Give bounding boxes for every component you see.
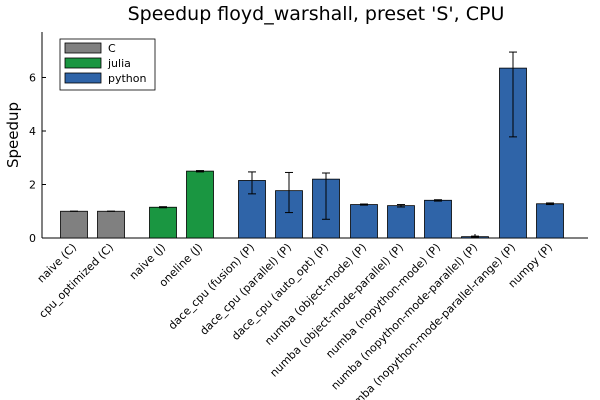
bar: [350, 204, 378, 239]
y-axis-label: Speedup: [4, 102, 22, 168]
error-bar: [159, 206, 167, 209]
x-tick-label: numba (object-mode-parallel) (P): [267, 241, 406, 380]
y-tick-label: 6: [29, 71, 36, 84]
legend-entry: C: [108, 42, 116, 55]
error-bar: [546, 202, 554, 206]
legend-swatch: [64, 42, 102, 54]
legend-swatch: [64, 72, 102, 84]
y-tick-label: 0: [29, 232, 36, 245]
legend-entry: julia: [107, 57, 131, 70]
y-tick-label: 2: [29, 178, 36, 191]
error-bar: [397, 204, 405, 208]
bar: [186, 170, 214, 239]
bar: [536, 203, 564, 239]
bar: [97, 210, 125, 239]
bar: [387, 205, 415, 239]
error-bar: [471, 235, 479, 238]
bar: [424, 199, 452, 239]
error-bar: [285, 171, 293, 214]
legend-entry: python: [108, 72, 147, 85]
chart-title: Speedup floyd_warshall, preset 'S', CPU: [128, 3, 505, 25]
bar: [149, 206, 177, 239]
error-bar: [322, 172, 330, 220]
y-tick-label: 4: [29, 125, 36, 138]
legend-swatch: [64, 57, 102, 69]
error-bar: [196, 170, 204, 173]
error-bar: [434, 199, 442, 202]
error-bar: [509, 51, 517, 138]
bar: [60, 210, 88, 239]
error-bar: [248, 171, 256, 195]
error-bar: [360, 203, 368, 206]
